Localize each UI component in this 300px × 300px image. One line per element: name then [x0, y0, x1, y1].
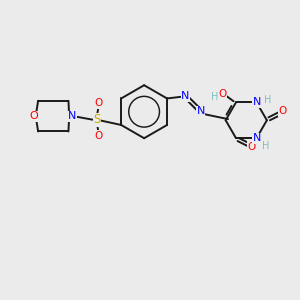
Text: O: O — [219, 89, 227, 99]
Text: H: H — [264, 95, 272, 105]
Text: N: N — [252, 98, 261, 107]
Text: N: N — [196, 106, 205, 116]
Text: N: N — [68, 111, 76, 121]
Text: S: S — [93, 113, 101, 126]
Text: N: N — [181, 91, 190, 101]
Text: H: H — [262, 141, 270, 152]
Text: N: N — [181, 91, 190, 101]
Text: H: H — [211, 92, 218, 101]
Text: N: N — [252, 133, 261, 143]
Text: O: O — [94, 98, 103, 109]
Text: O: O — [247, 142, 255, 152]
Text: O: O — [94, 131, 103, 141]
Text: O: O — [278, 106, 286, 116]
Text: O: O — [29, 111, 38, 121]
